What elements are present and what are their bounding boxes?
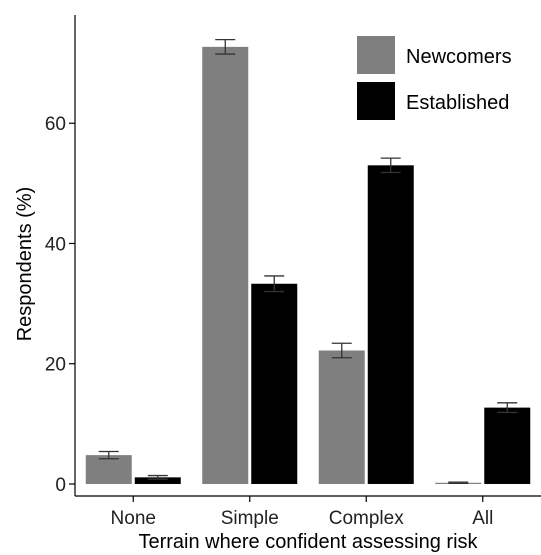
legend-swatch-newcomers xyxy=(357,36,395,74)
error-bar xyxy=(497,402,518,414)
legend: Newcomers Established xyxy=(357,36,512,120)
error-bar xyxy=(380,157,401,174)
bar-newcomers-simple xyxy=(202,46,249,484)
bar-established-none xyxy=(134,477,181,484)
y-tick-label: 60 xyxy=(45,114,66,135)
x-ticks: None Simple Complex All xyxy=(111,496,493,529)
y-ticks: 0 20 40 60 xyxy=(45,114,75,496)
y-tick-label: 20 xyxy=(45,355,66,376)
x-tick-label: All xyxy=(472,508,493,529)
y-tick-label: 40 xyxy=(45,234,66,255)
error-bar xyxy=(448,481,469,485)
error-bar xyxy=(264,275,285,293)
error-bar xyxy=(98,450,119,460)
bar-established-complex xyxy=(367,165,414,484)
y-axis-title: Respondents (%) xyxy=(14,187,36,342)
legend-label-established: Established xyxy=(406,92,509,114)
legend-swatch-established xyxy=(357,82,395,120)
plot-area xyxy=(85,39,531,485)
bar-newcomers-none xyxy=(85,455,132,484)
legend-label-newcomers: Newcomers xyxy=(406,46,512,68)
x-tick-label: Complex xyxy=(329,508,404,529)
y-tick-label: 0 xyxy=(55,475,66,496)
x-axis-title: Terrain where confident assessing risk xyxy=(138,531,478,553)
x-tick-label: Simple xyxy=(221,508,279,529)
bar-established-simple xyxy=(251,283,298,484)
bar-newcomers-complex xyxy=(318,350,365,484)
error-bar xyxy=(331,342,352,359)
x-tick-label: None xyxy=(111,508,156,529)
bar-established-all xyxy=(484,407,531,484)
error-bar xyxy=(215,39,236,55)
error-bar xyxy=(147,474,168,480)
